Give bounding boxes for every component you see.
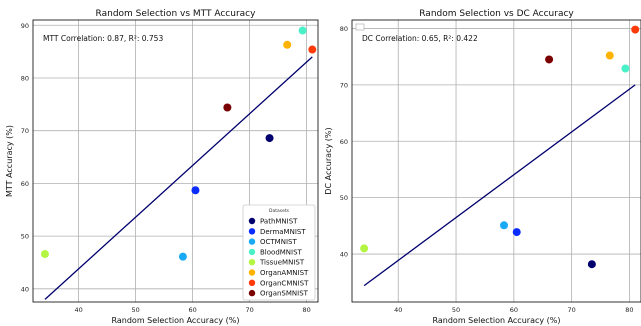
data-point	[191, 186, 200, 195]
data-point	[223, 103, 232, 112]
legend-marker	[248, 217, 256, 225]
legend-label: OrganCMNIST	[260, 279, 309, 287]
y-tick-label: 80	[340, 25, 348, 33]
y-axis-label: DC Accuracy (%)	[324, 127, 333, 194]
data-point	[40, 250, 49, 259]
y-tick-label: 60	[21, 180, 29, 188]
plot-frame	[32, 19, 319, 303]
y-tick-label: 80	[21, 74, 29, 82]
x-axis-label: Random Selection Accuracy (%)	[112, 316, 240, 325]
data-point	[587, 260, 596, 269]
fit-line	[363, 84, 636, 287]
x-tick-label: 80	[302, 306, 310, 314]
data-point	[308, 45, 317, 54]
legend-label: BloodMNIST	[260, 248, 303, 256]
chart-2: 40 50 60 70 80 40 50 60 70 80 Random Selection vs …	[324, 9, 641, 325]
chart-title: Random Selection vs DC Accuracy	[419, 9, 574, 19]
correlation-annotation: MTT Correlation: 0.87, R²: 0.753	[43, 34, 163, 43]
legend-marker	[248, 238, 256, 245]
y-tick-label: 70	[21, 127, 29, 135]
x-tick-label: 60	[510, 306, 518, 314]
legend-label: OrganSMNIST	[260, 290, 309, 298]
legend-box	[355, 23, 365, 31]
legend-label: PathMNIST	[260, 218, 298, 226]
y-axis-label: MTT Accuracy (%)	[5, 125, 14, 197]
legend-marker	[248, 248, 256, 256]
x-axis-label: Random Selection Accuracy (%)	[433, 316, 561, 325]
x-tick-label: 80	[625, 306, 633, 314]
data-point	[605, 51, 614, 60]
chart-title: Random Selection vs MTT Accuracy	[96, 9, 257, 19]
legend-label: OrganAMNIST	[260, 269, 309, 277]
x-tick-label: 70	[245, 306, 253, 314]
y-tick-label: 40	[340, 251, 348, 259]
legend-marker	[248, 269, 256, 276]
data-point	[500, 221, 509, 230]
y-tick-label: 50	[21, 233, 29, 241]
legend: Datasets PathMNIST DermaMNIST OCTMNIST Blood…	[242, 204, 316, 301]
y-tick-label: 40	[21, 285, 29, 293]
correlation-annotation: DC Correlation: 0.65, R²: 0.422	[362, 34, 478, 43]
y-tick-label: 60	[340, 138, 348, 146]
plot-frame	[351, 19, 641, 303]
data-point	[298, 26, 307, 35]
data-point	[178, 252, 187, 261]
legend-label: TissueMNIST	[259, 259, 305, 267]
x-tick-label: 40	[394, 306, 402, 314]
y-tick-label: 50	[340, 194, 348, 202]
data-point	[265, 134, 274, 143]
legend-title: Datasets	[269, 208, 290, 214]
x-tick-label: 50	[452, 306, 460, 314]
data-point	[360, 244, 369, 253]
legend	[355, 23, 365, 31]
legend-marker	[248, 289, 256, 297]
legend-label: OCTMNIST	[260, 238, 297, 246]
data-point	[545, 55, 554, 64]
data-point	[631, 25, 640, 34]
y-tick-label: 70	[340, 81, 348, 89]
x-tick-label: 40	[74, 306, 82, 314]
data-point	[512, 228, 521, 237]
chart-1: 40 50 60 70 80 40 50 60 70 80 90 Random Selection v…	[5, 9, 319, 325]
fit-line	[44, 56, 313, 300]
data-point	[283, 40, 292, 49]
x-tick-label: 50	[131, 306, 139, 314]
legend-marker	[248, 228, 256, 235]
y-tick-label: 90	[21, 22, 29, 30]
legend-marker	[248, 279, 256, 286]
x-tick-label: 70	[567, 306, 575, 314]
x-tick-label: 60	[188, 306, 196, 314]
legend-box	[242, 204, 316, 301]
data-point	[621, 64, 630, 73]
legend-label: DermaMNIST	[260, 228, 306, 236]
legend-marker	[248, 259, 256, 266]
